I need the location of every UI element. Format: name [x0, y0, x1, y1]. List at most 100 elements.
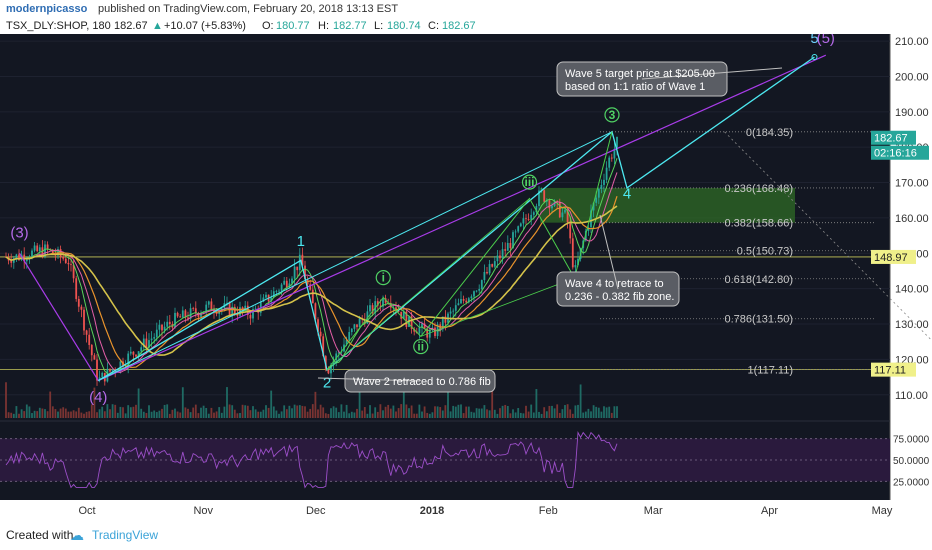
candle [88, 334, 91, 345]
volume-bar [96, 412, 98, 418]
volume-bar [514, 412, 517, 418]
volume-bar [467, 406, 470, 418]
volume-bar [25, 404, 28, 418]
candle [148, 340, 150, 348]
volume-bar [262, 409, 265, 418]
candle [262, 297, 265, 302]
minor-wave-label: i [382, 271, 385, 285]
candle [161, 324, 163, 331]
candle [441, 316, 444, 330]
volume-bar [600, 411, 603, 418]
candle [454, 305, 457, 311]
volume-bar [210, 407, 213, 418]
volume-bar [410, 405, 413, 418]
volume-bar [231, 405, 234, 418]
tradingview-brand-link[interactable]: TradingView [92, 528, 159, 542]
volume-bar [441, 410, 444, 418]
volume-bar [452, 405, 455, 418]
candle [332, 360, 335, 366]
candle [569, 222, 572, 239]
volume-bar [54, 409, 57, 418]
volume-bar [465, 406, 468, 418]
time-tick-label: Oct [78, 505, 95, 517]
wave-label-ring [375, 269, 391, 286]
candle [285, 280, 288, 288]
price-chart[interactable]: 0(184.35) 0.236(168.48) 0.382(158.66) 0.5(1… [0, 34, 932, 520]
volume-bar [174, 408, 176, 418]
volume-bar [423, 406, 426, 418]
volume-bar [233, 409, 236, 418]
volume-bar [41, 408, 44, 418]
volume-bar [80, 412, 83, 418]
candle [314, 303, 317, 320]
candle [31, 250, 33, 259]
volume-bar [444, 405, 447, 418]
candle [460, 299, 462, 304]
volume-bar [509, 413, 512, 418]
candle [187, 317, 189, 319]
candle [577, 258, 579, 266]
candle [10, 260, 13, 263]
candle [288, 283, 291, 288]
volume-bar [7, 412, 10, 418]
volume-bar [408, 408, 410, 418]
fib-level-label: 0.5(150.73) [737, 246, 793, 258]
candle [402, 311, 405, 319]
volume-bar [374, 407, 377, 418]
volume-bar [31, 413, 33, 418]
tradingview-logo-icon: ☁ [70, 527, 84, 543]
author-link[interactable]: modernpicasso [6, 3, 88, 15]
volume-bar [460, 404, 462, 418]
candle [96, 359, 98, 381]
minor-wave-label: ii [417, 340, 424, 354]
last-price: 182.67 [114, 20, 148, 32]
volume-bar [223, 406, 226, 418]
volume-bar [124, 413, 127, 418]
volume-bar [613, 406, 616, 418]
candle [75, 278, 78, 299]
candle [595, 197, 598, 203]
candle [150, 338, 153, 341]
candle [571, 238, 574, 268]
primary-wave-label: (4) [89, 389, 107, 406]
minor-channel-line [326, 198, 530, 371]
candle [382, 298, 384, 307]
candle [246, 305, 249, 316]
candle [564, 210, 566, 213]
volume-bar [473, 412, 475, 418]
close-value: 182.67 [442, 20, 476, 32]
volume-bar [145, 412, 148, 418]
candle [205, 304, 208, 312]
symbol-label[interactable]: TSX_DLY:SHOP, 180 [6, 20, 111, 32]
candle [506, 242, 509, 251]
volume-bar [356, 408, 358, 418]
candle [226, 302, 228, 304]
volume-bar [75, 411, 78, 418]
candle [613, 148, 616, 159]
volume-bar [501, 405, 504, 418]
volume-bar [304, 406, 306, 418]
volume-bar [252, 406, 254, 418]
candle [423, 323, 426, 329]
volume-bar [179, 412, 182, 418]
wave-label: 5 [810, 34, 818, 47]
candle [574, 265, 577, 268]
candle [561, 212, 564, 218]
volume-bar [553, 408, 556, 418]
volume-bar [584, 411, 587, 418]
wave-label-ring [413, 338, 429, 355]
candle [90, 344, 93, 356]
candle [46, 244, 49, 250]
candle [25, 259, 28, 262]
volume-bar [486, 409, 488, 418]
candle [483, 271, 486, 281]
candle [101, 372, 104, 378]
volume-bar [462, 413, 465, 418]
volume-bar [213, 412, 215, 418]
ma-line-orange [5, 196, 618, 368]
candle [155, 329, 158, 338]
candle [509, 242, 512, 249]
volume-bar [18, 413, 20, 418]
volume-bar [595, 406, 598, 418]
